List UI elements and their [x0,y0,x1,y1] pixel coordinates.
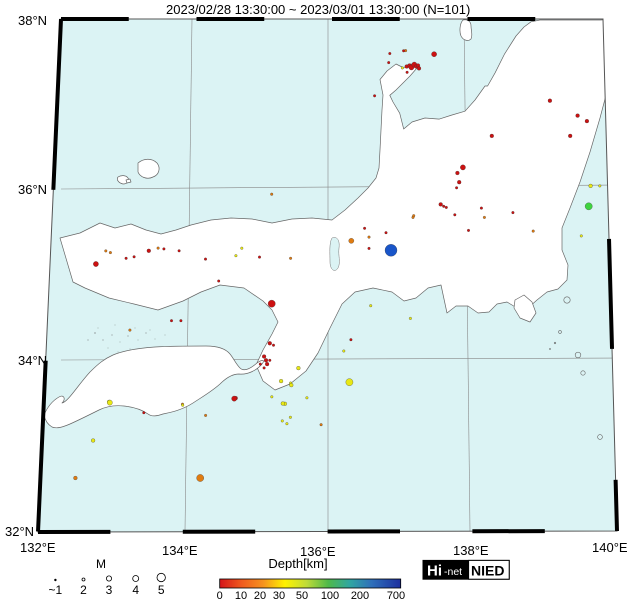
svg-text:Hi: Hi [427,563,442,580]
svg-text:-net: -net [444,566,462,578]
svg-text:3: 3 [106,583,113,597]
svg-text:50: 50 [296,590,308,602]
svg-text:5: 5 [158,583,165,597]
svg-text:2: 2 [80,583,87,597]
svg-text:30: 30 [273,590,285,602]
svg-text:NIED: NIED [471,563,504,579]
svg-text:100: 100 [321,590,339,602]
svg-text:M: M [96,557,106,571]
svg-text:200: 200 [351,590,369,602]
svg-text:20: 20 [254,590,266,602]
svg-text:0: 0 [217,590,223,602]
svg-text:4: 4 [132,583,139,597]
svg-text:~1: ~1 [49,583,63,597]
svg-text:700: 700 [387,590,405,602]
svg-text:10: 10 [235,590,247,602]
